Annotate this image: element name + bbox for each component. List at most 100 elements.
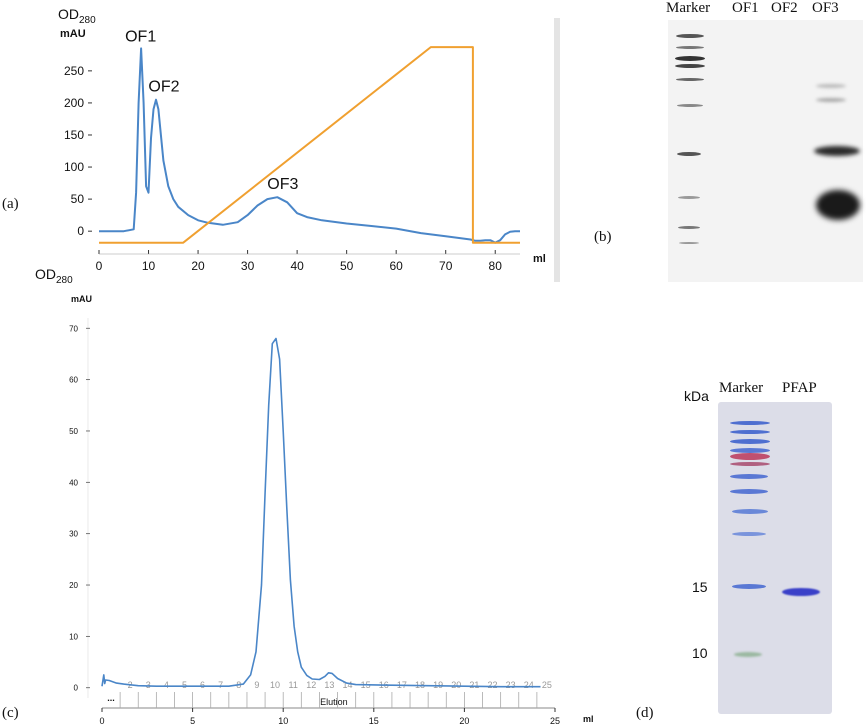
chart-c-fraction-label: 19 xyxy=(433,680,443,690)
chart-c-ytick-label: 10 xyxy=(69,632,78,641)
gel-b-marker-band xyxy=(678,196,700,199)
chart-c-xtick-label: 5 xyxy=(190,716,195,726)
gel-b-of3-band xyxy=(816,190,860,220)
chart-c-fraction-label: 14 xyxy=(343,680,353,690)
gel-d-marker-band xyxy=(730,474,768,479)
chart-c-ytick-label: 70 xyxy=(69,324,78,333)
chart-c-fraction-label: 9 xyxy=(254,680,259,690)
gel-d-kda-unit: kDa xyxy=(684,388,709,404)
chart-c-fraction-label: 20 xyxy=(451,680,461,690)
chart-c-fraction-label: 13 xyxy=(324,680,334,690)
chart-a-peak-label: OF3 xyxy=(267,176,298,193)
gel-b-marker-band xyxy=(677,152,701,156)
chart-a-ytick-label: 150 xyxy=(64,128,84,142)
panel-c-letter: (c) xyxy=(2,705,19,721)
chart-c-xtick-label: 0 xyxy=(99,716,104,726)
gel-b-marker-band xyxy=(676,34,704,38)
chart-c-fraction-label: 7 xyxy=(218,680,223,690)
chart-a-xtick-label: 30 xyxy=(241,259,255,273)
gel-d-marker-band xyxy=(730,462,770,466)
gel-b-lane-of3: OF3 xyxy=(812,0,839,16)
gel-b-marker-band xyxy=(679,242,699,244)
chart-c-xlabel: ml xyxy=(583,714,594,724)
gel-d-lane-marker: Marker xyxy=(719,380,764,396)
gel-b-of3-band xyxy=(816,84,846,88)
chart-c-elution-label: Elution xyxy=(320,697,348,707)
chart-a-xtick-label: 70 xyxy=(439,259,453,273)
panel-d-letter: (d) xyxy=(636,705,654,721)
gel-b-marker-band xyxy=(676,78,704,81)
gel-b-marker-band xyxy=(675,64,705,68)
chart-a-xtick-label: 40 xyxy=(290,259,304,273)
gel-d-marker-band xyxy=(730,430,770,434)
gel-b-lane-of1: OF1 xyxy=(732,0,759,16)
chart-c-xtick-label: 20 xyxy=(459,716,469,726)
gel-b-image xyxy=(668,20,863,282)
gel-b-marker-band xyxy=(678,226,700,229)
chart-c-fraction-label: 25 xyxy=(542,680,552,690)
chart-a-ytick-label: 200 xyxy=(64,96,84,110)
gel-d-lane-pfap: PFAP xyxy=(782,380,817,396)
chart-c-ytick-label: 30 xyxy=(69,530,78,539)
chart-a-xtick-label: 80 xyxy=(489,259,503,273)
chart-a-ylabel: OD280 xyxy=(58,6,96,26)
gel-b-marker-band xyxy=(676,46,704,49)
gel-d-marker-band xyxy=(730,421,770,425)
chart-c-fraction-label: 21 xyxy=(469,680,479,690)
chart-c-ytick-label: 60 xyxy=(69,376,78,385)
panel-a-letter: (a) xyxy=(2,196,19,212)
panel-c: OD280 mAU 0 5 10 15 20 25 ml 0 10 20 30 40 50 60 70...… xyxy=(0,262,620,728)
chart-c-absorbance-line xyxy=(101,337,541,688)
gel-d-marker-band xyxy=(732,532,766,536)
gel-d-marker-band xyxy=(730,489,768,494)
chart-a-xtick-label: 20 xyxy=(191,259,205,273)
chart-c-ytick-label: 20 xyxy=(69,581,78,590)
chart-a: 0 10 20 30 40 50 60 70 80 ml 0 50 100 150 200 250 OF1 OF2… xyxy=(64,18,560,282)
chart-c-xtick-label: 10 xyxy=(278,716,288,726)
gel-b-lane-of2: OF2 xyxy=(771,0,798,16)
gel-b-marker-band xyxy=(675,56,705,61)
gel-b-of3-band xyxy=(814,146,860,156)
chart-c-fraction-label: 23 xyxy=(506,680,516,690)
chart-c-fraction-label: 4 xyxy=(164,680,169,690)
gel-d-marker-band xyxy=(730,448,770,453)
panel-a: OD280 mAU 0 10 20 30 40 50 60 70 80 ml 0 50 100 150 20… xyxy=(0,0,570,285)
chart-a-ytick-label: 50 xyxy=(71,192,85,206)
gel-d-kda-10: 10 xyxy=(692,645,708,661)
chart-a-xtick-label: 50 xyxy=(340,259,354,273)
chart-c-fraction-label: 22 xyxy=(487,680,497,690)
gel-b-lane-marker: Marker xyxy=(666,0,711,16)
gel-d-marker-band xyxy=(730,439,770,444)
gel-d-marker-band xyxy=(730,453,770,460)
chart-a-ytick-label: 0 xyxy=(77,224,84,238)
chart-c-xtick-label: 15 xyxy=(369,716,379,726)
chart-a-xtick-label: 10 xyxy=(142,259,156,273)
chart-a-xtick-label: 0 xyxy=(96,259,103,273)
chart-a-xlabel: ml xyxy=(533,253,546,265)
chart-c-ytick-label: 50 xyxy=(69,427,78,436)
chart-c-fraction-label: 5 xyxy=(182,680,187,690)
gel-d-pfap-band xyxy=(782,588,820,596)
chart-a-peak-label: OF1 xyxy=(125,29,156,46)
chart-a-ytick-label: 100 xyxy=(64,160,84,174)
chart-c-fraction-label: ... xyxy=(107,693,115,703)
gel-d-marker-band xyxy=(732,509,768,514)
gel-d-marker-band xyxy=(734,652,762,657)
gel-d-marker-band xyxy=(732,584,766,589)
chart-c-xtick-label: 25 xyxy=(550,716,560,726)
chart-a-gradient-line xyxy=(99,46,520,244)
chart-c-fraction-label: 12 xyxy=(306,680,316,690)
gel-b-of3-band xyxy=(816,98,846,102)
chart-c-ytick-label: 40 xyxy=(69,478,78,487)
chart-a-absorbance-line xyxy=(99,47,520,244)
chart-a-yunit: mAU xyxy=(60,28,86,40)
panel-b-letter: (b) xyxy=(594,229,612,245)
chart-c-fraction-label: 11 xyxy=(288,680,297,690)
chart-a-peak-label: OF2 xyxy=(148,79,179,96)
chart-c-yunit: mAU xyxy=(71,294,93,304)
chart-c-fraction-label: 6 xyxy=(200,680,205,690)
gel-b-marker-band xyxy=(677,104,703,107)
gel-d-kda-15: 15 xyxy=(692,579,708,595)
chart-c-ytick-label: 0 xyxy=(74,684,79,693)
chart-c-ylabel: OD280 xyxy=(35,266,73,286)
